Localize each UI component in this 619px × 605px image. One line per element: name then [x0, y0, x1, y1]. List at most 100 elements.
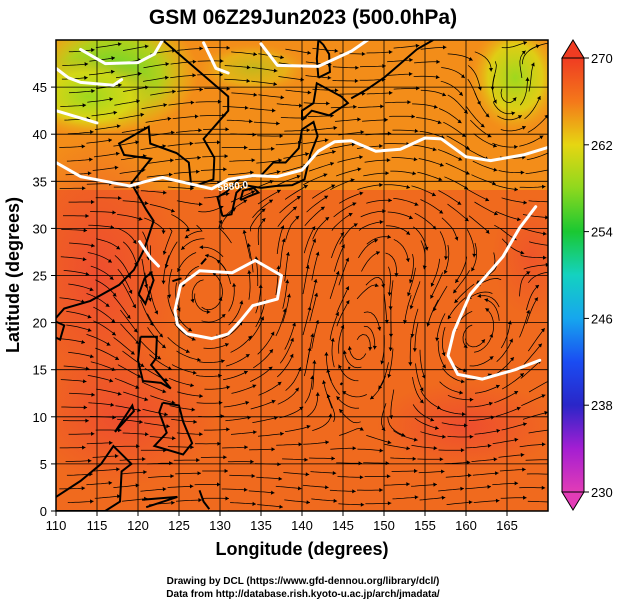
streamline: [96, 84, 122, 89]
cool-zone-north: [197, 43, 308, 94]
streamline-arrowhead: [509, 338, 513, 343]
streamline: [330, 179, 355, 191]
coastline: [137, 270, 155, 306]
streamline: [386, 73, 413, 76]
streamline: [149, 245, 152, 276]
streamline: [411, 144, 437, 151]
streamline-arrowhead: [345, 257, 349, 262]
streamline: [419, 349, 426, 379]
streamline: [248, 490, 275, 494]
streamline-arrowhead: [161, 344, 166, 349]
streamline: [498, 454, 525, 458]
streamline: [117, 214, 143, 221]
streamline: [60, 104, 87, 107]
streamline-arrowhead: [91, 199, 95, 205]
streamline: [177, 252, 197, 273]
streamline-arrowhead: [224, 343, 229, 347]
streamline-arrowhead: [360, 130, 365, 135]
streamline: [443, 121, 467, 138]
streamline: [86, 293, 110, 308]
streamline-arrowhead: [354, 78, 359, 83]
streamline: [446, 501, 473, 505]
streamline: [467, 402, 493, 408]
streamline-arrowhead: [340, 232, 344, 237]
streamline-arrowhead: [310, 333, 315, 338]
y-axis-label: Latitude (degrees): [3, 197, 23, 353]
streamline-arrowhead: [170, 474, 174, 479]
streamline: [62, 63, 89, 66]
streamline-arrowhead: [333, 498, 338, 503]
streamline: [342, 390, 367, 398]
streamline: [65, 460, 92, 462]
streamline: [312, 88, 339, 91]
streamline-arrowhead: [465, 145, 470, 150]
streamline-arrowhead: [85, 213, 89, 218]
streamline-arrowhead: [226, 427, 230, 432]
streamline: [257, 189, 281, 205]
streamline: [520, 255, 547, 259]
streamline: [123, 86, 149, 92]
streamline-arrowhead: [261, 218, 266, 222]
height-contour-line: [138, 240, 160, 268]
streamline-arrowhead: [355, 65, 359, 70]
streamline-arrowhead: [514, 481, 519, 486]
streamline: [493, 356, 515, 376]
streamline-arrowhead: [442, 92, 446, 97]
streamline-arrowhead: [270, 331, 275, 336]
streamline: [430, 272, 443, 299]
streamline-arrowhead: [276, 170, 281, 175]
streamline-arrowhead: [464, 185, 468, 190]
streamline: [383, 143, 410, 145]
streamline-arrowhead: [432, 147, 437, 152]
streamline: [68, 351, 94, 358]
streamline: [253, 121, 280, 124]
y-tick-label: 0: [40, 504, 47, 519]
streamline-arrowhead: [116, 245, 121, 250]
streamline-arrowhead: [109, 440, 113, 445]
streamline-arrowhead: [493, 143, 497, 148]
streamline-arrowhead: [406, 185, 410, 189]
streamline: [113, 484, 140, 488]
streamline-arrowhead: [353, 223, 358, 227]
streamline: [114, 100, 140, 106]
streamline: [528, 271, 548, 284]
streamline: [329, 143, 356, 150]
streamline-arrowhead: [106, 342, 111, 346]
streamline: [67, 500, 94, 503]
streamline: [168, 377, 194, 387]
streamline-arrowhead: [342, 391, 347, 395]
streamline: [142, 408, 168, 416]
credit-line-2: Data from http://database.rish.kyoto-u.a…: [166, 589, 440, 600]
x-tick-label: 115: [87, 518, 108, 533]
streamline: [93, 320, 117, 336]
streamline-arrowhead: [335, 271, 340, 275]
streamline-arrowhead: [458, 91, 463, 96]
streamline-arrowhead: [289, 353, 294, 358]
streamline-arrowhead: [135, 140, 139, 145]
streamline: [420, 46, 447, 50]
streamline: [362, 119, 388, 122]
streamline-arrowhead: [370, 395, 375, 400]
streamline-arrowhead: [165, 75, 169, 80]
streamline: [175, 282, 181, 312]
streamline-arrowhead: [377, 326, 382, 331]
streamline-arrowhead: [247, 270, 252, 274]
streamline-arrowhead: [166, 424, 170, 429]
colorbar-tick-label: 262: [591, 138, 613, 153]
streamline-arrowhead: [269, 179, 274, 184]
streamline-arrowhead: [135, 340, 140, 344]
streamline: [413, 75, 440, 78]
streamline-arrowhead: [110, 402, 115, 407]
streamline: [412, 377, 424, 404]
streamline: [303, 102, 330, 104]
streamline: [285, 366, 302, 391]
streamline-arrowhead: [278, 476, 283, 481]
streamline: [442, 367, 465, 383]
height-contour-line: [202, 41, 230, 75]
streamline-arrowhead: [328, 413, 333, 418]
streamline: [444, 176, 469, 190]
streamline: [439, 381, 464, 394]
streamline: [277, 206, 298, 227]
streamline-arrowhead: [91, 89, 95, 94]
streamline: [92, 166, 119, 171]
